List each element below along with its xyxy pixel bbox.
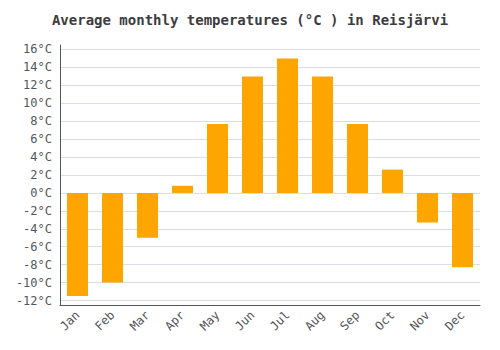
svg-text:May: May [197,308,222,333]
svg-text:Jan: Jan [57,308,82,333]
svg-text:2°C: 2°C [30,168,52,182]
svg-text:Apr: Apr [162,308,187,333]
svg-text:12°C: 12°C [23,78,52,92]
svg-text:-8°C: -8°C [23,258,52,272]
svg-text:Feb: Feb [92,308,117,333]
svg-text:6°C: 6°C [30,132,52,146]
svg-text:Mar: Mar [127,308,152,333]
svg-text:Nov: Nov [407,308,432,333]
svg-text:-2°C: -2°C [23,204,52,218]
svg-text:Jul: Jul [267,308,292,333]
svg-text:Jun: Jun [232,308,257,333]
svg-text:0°C: 0°C [30,186,52,200]
svg-text:Dec: Dec [442,308,467,333]
svg-text:Average monthly temperatures (: Average monthly temperatures (°C ) in Re… [52,12,448,28]
svg-text:4°C: 4°C [30,150,52,164]
svg-text:10°C: 10°C [23,96,52,110]
svg-text:Oct: Oct [372,308,397,333]
svg-text:-10°C: -10°C [16,276,52,290]
svg-text:Sep: Sep [337,308,362,333]
svg-text:16°C: 16°C [23,42,52,56]
svg-text:-6°C: -6°C [23,240,52,254]
svg-text:-4°C: -4°C [23,222,52,236]
svg-text:14°C: 14°C [23,60,52,74]
svg-text:-12°C: -12°C [16,294,52,308]
svg-text:Aug: Aug [302,308,327,333]
svg-text:8°C: 8°C [30,114,52,128]
